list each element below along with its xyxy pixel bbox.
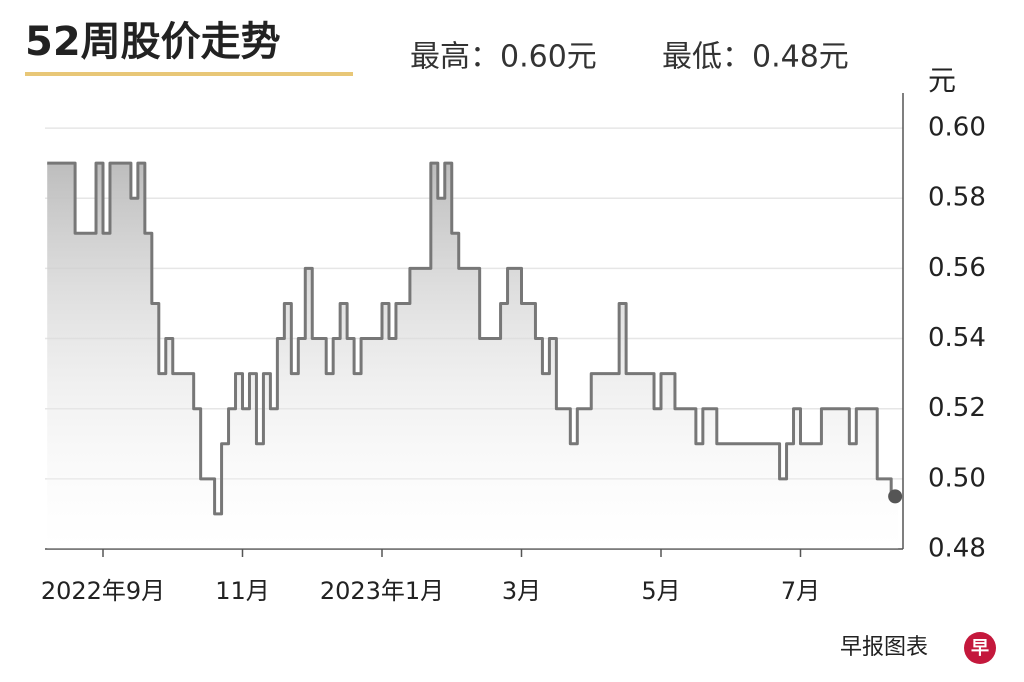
logo-badge — [964, 632, 996, 664]
y-tick-label: 0.52 — [928, 393, 986, 423]
y-tick-label: 0.56 — [928, 253, 986, 283]
last-point — [888, 489, 903, 504]
y-tick-label: 0.54 — [928, 323, 986, 353]
x-tick-label: 11月 — [215, 577, 270, 605]
y-tick-label: 0.50 — [928, 463, 986, 493]
price-line — [47, 161, 899, 516]
x-tick-label: 3月 — [502, 577, 541, 605]
x-tick-label: 2023年1月 — [320, 577, 444, 605]
chart-title: 52周股价走势 — [25, 19, 281, 65]
subtitle-low: 最低：0.48元 — [662, 40, 849, 75]
subtitle-high: 最高：0.60元 — [410, 40, 597, 75]
x-tick-label: 5月 — [641, 577, 680, 605]
y-tick-label: 0.60 — [928, 113, 986, 143]
title-underline — [25, 72, 353, 76]
area — [47, 163, 899, 549]
y-axis-label: 元 — [928, 64, 956, 97]
x-tick-label: 2022年9月 — [41, 577, 165, 605]
x-tick-label: 7月 — [781, 577, 820, 605]
logo: 早 — [971, 638, 989, 659]
source: 早报图表 — [840, 635, 928, 660]
y-tick-label: 0.48 — [928, 534, 986, 564]
y-tick-label: 0.58 — [928, 183, 986, 213]
